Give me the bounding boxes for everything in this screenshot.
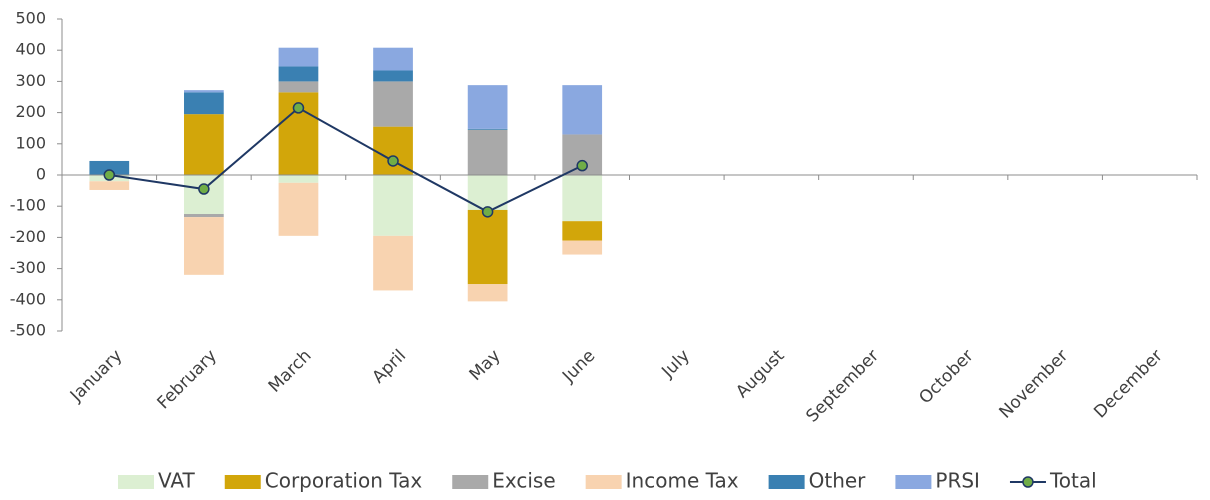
bar: [89, 160, 130, 175]
plot-area: -500 -400 -300 -200 -100 0 100 200 300 400 500 Janu…: [10, 9, 1198, 427]
y-tick-label: 0: [36, 165, 46, 184]
line-marker: [292, 102, 305, 114]
x-tick-label: June: [558, 346, 599, 387]
bar: [467, 284, 508, 302]
legend-label: VAT: [158, 469, 196, 493]
bar: [278, 175, 319, 183]
bar: [184, 92, 224, 115]
bar: [184, 114, 224, 175]
y-tick-label: 500: [15, 9, 46, 28]
bar: [467, 129, 508, 175]
bar: [278, 66, 319, 82]
y-tick-label: -100: [10, 196, 46, 215]
bar: [467, 85, 508, 129]
legend-label: Excise: [492, 469, 555, 493]
legend-label: PRSI: [935, 469, 980, 493]
y-tick-label: -300: [10, 258, 46, 277]
bar: [467, 209, 508, 285]
x-tick-label: May: [466, 346, 505, 385]
bar: [373, 81, 413, 127]
x-tick-label: November: [996, 346, 1073, 423]
y-tick-label: -500: [10, 321, 46, 340]
bar: [278, 182, 319, 236]
x-tick-label: October: [915, 346, 977, 408]
x-tick-label: August: [732, 346, 788, 402]
line-marker: [387, 155, 399, 167]
legend-swatch: [1022, 476, 1034, 488]
legend-label: Corporation Tax: [265, 469, 423, 493]
bar: [373, 175, 413, 236]
bar: [373, 235, 413, 291]
x-tick-label: February: [154, 346, 221, 413]
legend-swatch: [452, 475, 489, 489]
bar: [184, 214, 224, 218]
bar: [467, 128, 508, 130]
bar: [184, 217, 224, 275]
bar: [562, 240, 603, 255]
y-tick-label: -400: [10, 289, 46, 308]
line-marker: [481, 206, 494, 218]
y-tick-label: 300: [15, 71, 46, 90]
y-tick-label: 200: [15, 102, 46, 121]
bar: [184, 90, 224, 93]
x-tick-label: March: [265, 346, 316, 397]
bar: [562, 221, 603, 241]
legend-label: Total: [1049, 469, 1097, 493]
bar: [562, 85, 603, 135]
legend: VAT Corporation Tax Excise Income Tax Other P…: [118, 469, 1097, 493]
line-marker: [103, 169, 116, 181]
legend-swatch: [895, 475, 932, 489]
legend-swatch: [585, 475, 622, 489]
x-tick-label: April: [368, 346, 410, 388]
y-tick-label: -200: [10, 227, 46, 246]
line-marker: [198, 183, 210, 195]
legend-swatch: [768, 475, 805, 489]
bar: [89, 181, 130, 190]
legend-swatch: [224, 475, 261, 489]
legend-label: Income Tax: [626, 469, 739, 493]
x-tick-label: January: [66, 346, 126, 406]
line-marker: [576, 159, 588, 172]
bar: [373, 47, 413, 71]
legend-label: Other: [809, 469, 867, 493]
bar: [278, 47, 319, 67]
legend-swatch: [118, 475, 154, 489]
y-tick-label: 100: [15, 133, 46, 152]
bar: [278, 81, 319, 93]
bar: [373, 126, 413, 175]
x-tick-label: September: [802, 346, 883, 427]
y-tick-label: 400: [15, 40, 46, 59]
bar: [562, 175, 603, 222]
bar: [373, 70, 413, 82]
line: [109, 106, 583, 213]
x-tick-label: December: [1090, 346, 1166, 422]
x-tick-label: July: [657, 346, 693, 382]
